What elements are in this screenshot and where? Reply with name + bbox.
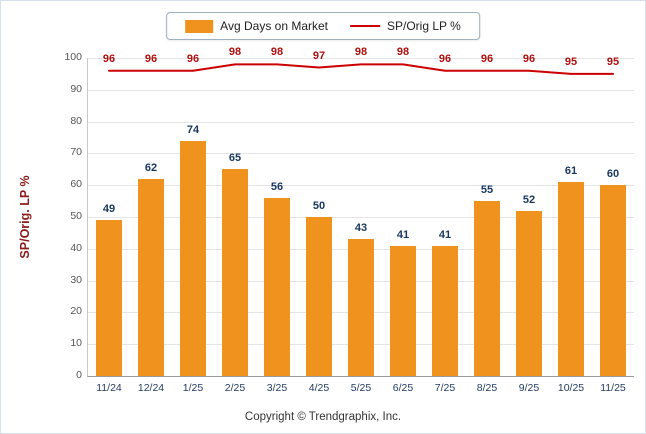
bar: [180, 140, 206, 376]
bar-value-label: 41: [438, 228, 452, 241]
y-axis-tick-label: 50: [70, 210, 82, 222]
legend-bar-label: Avg Days on Market: [220, 19, 329, 33]
line-value-label: 95: [564, 55, 578, 68]
line-value-label: 96: [480, 52, 494, 65]
y-axis-tick-label: 100: [64, 51, 82, 63]
bar: [306, 217, 332, 376]
bar-value-label: 65: [228, 152, 242, 165]
y-axis-tick-label: 70: [70, 146, 82, 159]
y-axis-tick-label: 40: [70, 241, 82, 254]
bar-value-label: 56: [270, 180, 284, 193]
y-axis-tick-label: 60: [70, 178, 82, 191]
y-axis-tick-label: 10: [70, 337, 82, 350]
bar: [600, 185, 626, 376]
trend-line: [108, 63, 614, 75]
bar: [222, 169, 248, 376]
x-axis-tick-label: 5/25: [350, 382, 372, 394]
x-axis-tick-label: 4/25: [308, 382, 330, 394]
x-axis-tick-label: 8/25: [476, 382, 498, 394]
bar: [558, 182, 584, 376]
bar-value-label: 52: [522, 193, 536, 206]
y-axis-tick-label: 80: [70, 114, 82, 127]
legend-item-bar: Avg Days on Market: [185, 19, 328, 33]
bar-value-label: 50: [312, 200, 326, 212]
bar-value-label: 74: [186, 123, 200, 136]
line-value-label: 96: [522, 52, 536, 65]
bar-value-label: 49: [102, 203, 116, 216]
bar-value-label: 62: [144, 161, 158, 174]
y-axis-title: SP/Orig. LP %: [18, 175, 32, 259]
line-value-label: 95: [606, 55, 620, 68]
bar-value-label: 61: [564, 165, 578, 178]
bar: [474, 201, 500, 376]
x-axis-tick-label: 11/24: [96, 382, 122, 394]
gridline: [88, 185, 634, 187]
line-value-label: 98: [228, 46, 242, 59]
bar: [96, 220, 122, 376]
x-axis-tick-label: 9/25: [518, 382, 540, 394]
line-value-label: 96: [186, 52, 200, 65]
legend: Avg Days on Market SP/Orig LP %: [166, 12, 480, 40]
y-axis-tick-label: 30: [70, 273, 82, 286]
line-value-label: 97: [312, 49, 326, 62]
line-value-label: 96: [438, 52, 452, 65]
gridline: [88, 58, 634, 59]
line-value-label: 98: [354, 46, 368, 59]
x-axis-tick-label: 6/25: [392, 382, 414, 394]
bar-series-swatch-icon: [185, 19, 214, 33]
legend-line-label: SP/Orig LP %: [387, 19, 461, 33]
bar: [390, 245, 416, 376]
gridline: [88, 121, 634, 123]
y-axis-tick-label: 20: [70, 305, 82, 318]
x-axis-tick-label: 11/25: [600, 382, 626, 394]
y-axis-tick-label: 90: [70, 82, 82, 95]
gridline: [88, 89, 634, 91]
bar: [138, 178, 164, 376]
line-value-label: 96: [102, 52, 116, 65]
x-axis-tick-label: 3/25: [266, 382, 288, 394]
bar-value-label: 55: [480, 184, 494, 197]
x-axis-tick-label: 10/25: [557, 382, 585, 394]
y-axis-tick-label: 0: [76, 369, 82, 381]
bar: [516, 210, 542, 376]
bar: [432, 245, 458, 376]
gridline: [88, 217, 634, 218]
legend-item-line: SP/Orig LP %: [350, 19, 461, 33]
x-axis-tick-label: 2/25: [224, 382, 246, 394]
x-axis-tick-label: 7/25: [434, 382, 456, 394]
bar-value-label: 43: [354, 222, 368, 235]
copyright-text: Copyright © Trendgraphix, Inc.: [244, 411, 402, 423]
x-axis-tick-label: 12/24: [137, 382, 165, 394]
line-value-label: 98: [270, 46, 284, 59]
plot-area: 0 10 20 30 40 50 60 70 80 90 100 49 11/24 96 62 12/24 96…: [64, 46, 634, 394]
bar-value-label: 60: [606, 168, 620, 181]
bar: [264, 197, 290, 376]
line-value-label: 96: [144, 52, 158, 65]
x-axis-tick-label: 1/25: [182, 382, 204, 394]
bar: [348, 239, 374, 376]
line-series-swatch-icon: [350, 25, 381, 27]
bar-value-label: 41: [396, 228, 410, 241]
line-value-label: 98: [396, 46, 410, 59]
gridline: [88, 153, 634, 155]
